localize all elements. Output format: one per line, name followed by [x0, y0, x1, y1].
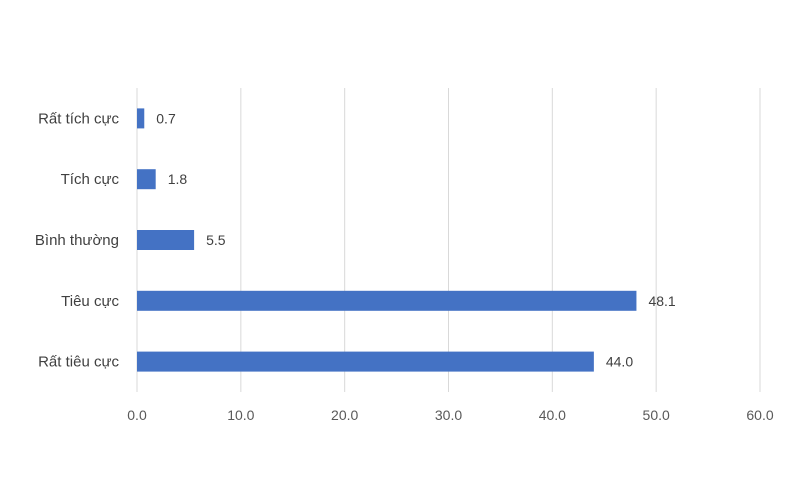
data-label: 1.8: [168, 171, 188, 187]
gridlines: [136, 88, 761, 392]
category-label: Tích cực: [61, 171, 120, 188]
bar: [137, 351, 594, 372]
x-tick-label: 10.0: [227, 407, 254, 423]
category-label: Rất tích cực: [38, 110, 119, 127]
x-tick-label: 60.0: [746, 407, 773, 423]
x-tick-label: 50.0: [643, 407, 670, 423]
x-tick-label: 20.0: [331, 407, 358, 423]
data-label: 44.0: [606, 354, 633, 370]
x-tick-label: 30.0: [435, 407, 462, 423]
bar: [137, 169, 156, 190]
category-label: Rất tiêu cực: [38, 354, 119, 371]
x-tick-label: 40.0: [539, 407, 566, 423]
data-labels: 0.7 1.8 5.5 48.1 44.0: [156, 110, 676, 369]
bar: [137, 108, 145, 129]
bars: [137, 108, 637, 372]
bar: [137, 230, 195, 250]
x-axis-tick-labels: 0.0 10.0 20.0 30.0 40.0 50.0 60.0: [127, 407, 774, 423]
data-label: 0.7: [156, 110, 176, 126]
category-labels: Rất tích cực Tích cực Bình thường Tiêu cực R…: [35, 110, 120, 370]
x-tick-label: 0.0: [127, 407, 147, 423]
category-label: Tiêu cực: [61, 293, 119, 310]
category-label: Bình thường: [35, 232, 119, 249]
bar: [137, 290, 637, 311]
data-label: 5.5: [206, 232, 226, 248]
data-label: 48.1: [648, 293, 675, 309]
